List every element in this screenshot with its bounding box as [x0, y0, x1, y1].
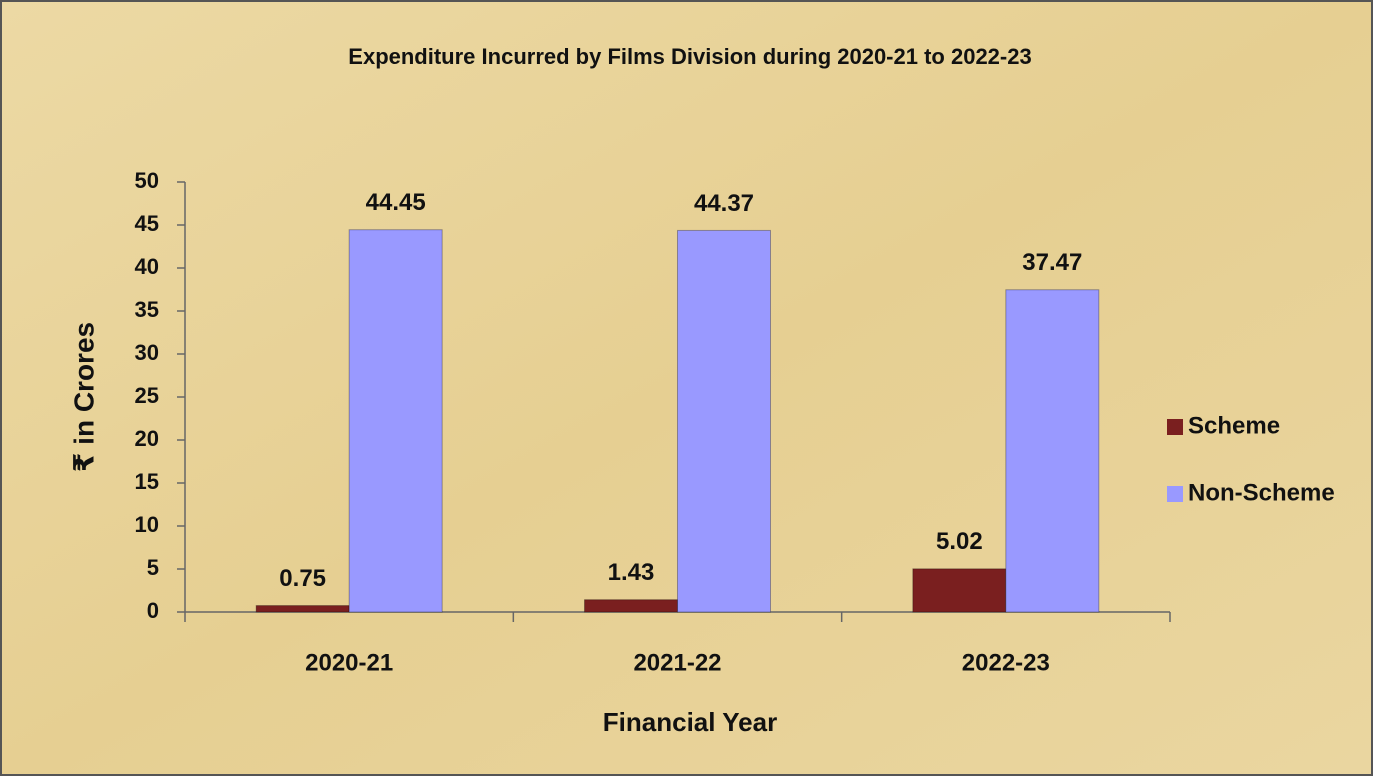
y-tick-label: 45 — [135, 211, 159, 236]
y-tick-label: 35 — [135, 297, 159, 322]
data-label: 1.43 — [608, 559, 655, 586]
data-label: 44.37 — [694, 190, 754, 217]
bar — [255, 605, 350, 613]
bar — [348, 229, 443, 613]
y-tick-label: 50 — [135, 168, 159, 193]
legend-label: Non-Scheme — [1188, 479, 1335, 506]
x-axis-label: Financial Year — [603, 707, 777, 737]
bar — [584, 599, 678, 613]
bar — [1005, 289, 1100, 613]
data-label: 37.47 — [1022, 249, 1082, 276]
x-tick-label: 2021-22 — [633, 649, 721, 676]
legend-swatch — [1167, 486, 1183, 502]
legend-label: Scheme — [1188, 412, 1280, 439]
y-tick-label: 25 — [135, 383, 159, 408]
y-tick-label: 30 — [135, 340, 159, 365]
data-label: 0.75 — [279, 565, 326, 592]
x-tick-label: 2022-23 — [962, 649, 1050, 676]
data-label: 5.02 — [936, 528, 983, 555]
chart-title: Expenditure Incurred by Films Division d… — [348, 44, 1031, 69]
y-tick-label: 5 — [147, 555, 159, 580]
y-tick-label: 0 — [147, 598, 159, 623]
bar — [912, 568, 1007, 613]
y-tick-label: 10 — [135, 512, 159, 537]
bar — [677, 229, 771, 613]
legend-swatch — [1167, 419, 1183, 435]
data-label: 44.45 — [366, 189, 426, 216]
y-tick-label: 15 — [135, 469, 159, 494]
y-axis-label: ₹ in Crores — [68, 322, 99, 472]
y-tick-label: 40 — [135, 254, 159, 279]
y-tick-label: 20 — [135, 426, 159, 451]
x-tick-label: 2020-21 — [305, 649, 393, 676]
